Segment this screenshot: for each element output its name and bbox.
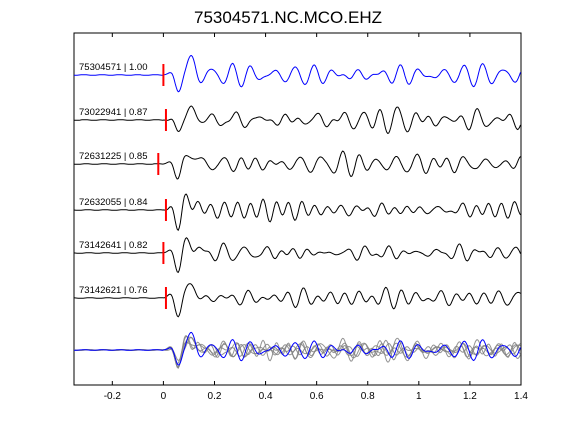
trace-6: 73142621 | 0.76 [73, 283, 521, 318]
trace-label-3: 72631225 | 0.85 [79, 151, 148, 162]
trace-3: 72631225 | 0.85 [73, 150, 521, 180]
x-tick-label-1: 0 [161, 391, 167, 402]
chart-title: 75304571.NC.MCO.EHZ [194, 8, 382, 27]
x-tick-label-7: 1.2 [463, 391, 477, 402]
trace-line-1 [74, 54, 521, 93]
x-tick-label-5: 0.8 [361, 391, 375, 402]
trace-label-1: 75304571 | 1.00 [79, 62, 148, 73]
trace-line-5 [73, 237, 521, 274]
trace-line-2 [73, 105, 521, 134]
plot-frame [73, 32, 522, 386]
traces-layer: 75304571 | 1.00 73022941 | 0.87 72631225 |… [73, 54, 521, 318]
x-tick-label-0: -0.2 [104, 391, 122, 402]
trace-line-3 [73, 150, 521, 180]
trace-line-6 [73, 283, 521, 318]
x-tick-label-3: 0.4 [259, 391, 273, 402]
trace-label-6: 73142621 | 0.76 [79, 285, 148, 296]
x-tick-label-6: 1 [416, 391, 422, 402]
x-tick-label-8: 1.4 [514, 391, 528, 402]
trace-line-4 [73, 193, 521, 232]
x-tick-label-2: 0.2 [208, 391, 222, 402]
trace-label-5: 73142641 | 0.82 [79, 240, 148, 251]
x-axis: -0.2 0 0.2 0.4 0.6 0.8 1 1.2 1.4 [104, 33, 528, 402]
trace-5: 73142641 | 0.82 [73, 237, 521, 274]
x-tick-label-4: 0.6 [310, 391, 324, 402]
stack-trace-1 [74, 331, 521, 366]
trace-label-2: 73022941 | 0.87 [79, 107, 148, 118]
trace-label-4: 72632055 | 0.84 [79, 197, 148, 208]
trace-2: 73022941 | 0.87 [73, 105, 521, 134]
stack-overlay [73, 331, 521, 370]
trace-1: 75304571 | 1.00 [74, 54, 521, 93]
trace-4: 72632055 | 0.84 [73, 193, 521, 232]
